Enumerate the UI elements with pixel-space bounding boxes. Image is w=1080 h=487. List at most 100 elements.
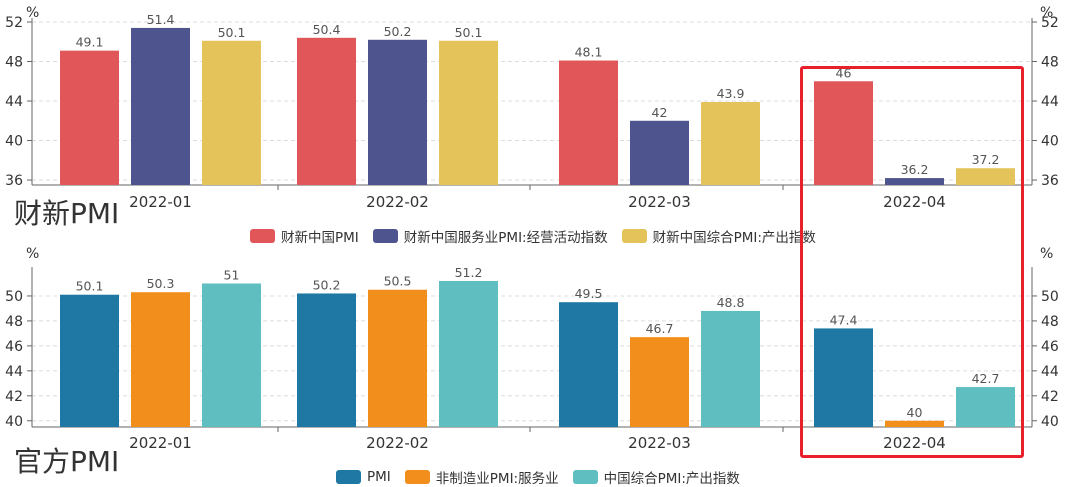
- y-unit-right: %: [1040, 5, 1053, 21]
- legend-label: 财新中国服务业PMI:经营活动指数: [403, 230, 608, 246]
- y-tick-label-left: 50: [5, 289, 23, 305]
- y-unit-left: %: [26, 5, 39, 21]
- y-tick-label-right: 44: [1041, 364, 1059, 380]
- bar-value-label: 46.7: [646, 321, 674, 336]
- legend-item[interactable]: PMI: [336, 469, 391, 485]
- y-tick-label-left: 40: [5, 134, 23, 150]
- bar: [368, 289, 427, 427]
- bar: [297, 37, 356, 185]
- legend-label: 财新中国综合PMI:产出指数: [652, 230, 816, 246]
- y-tick-label-left: 42: [5, 389, 23, 405]
- bar-value-label: 50.2: [384, 24, 412, 39]
- bar-value-label: 48.1: [575, 45, 603, 60]
- bar: [956, 387, 1015, 427]
- bar-value-label: 49.5: [575, 286, 603, 301]
- legend-item[interactable]: 财新中国PMI: [250, 226, 359, 246]
- bar-value-label: 43.9: [717, 86, 745, 101]
- legend-swatch: [572, 470, 598, 484]
- y-tick-label-left: 44: [5, 364, 23, 380]
- legend-swatch: [404, 470, 430, 484]
- bar: [630, 337, 689, 427]
- y-unit-left: %: [26, 246, 39, 262]
- y-tick-label-right: 52: [1041, 15, 1059, 31]
- bar: [559, 302, 618, 427]
- bar-value-label: 50.1: [455, 25, 483, 40]
- bar-value-label: 51.4: [147, 12, 175, 27]
- bottom-legend: PMI 非制造业PMI:服务业 中国综合PMI:产出指数: [336, 467, 754, 487]
- bar-value-label: 47.4: [830, 312, 858, 327]
- y-unit-right: %: [1040, 246, 1053, 262]
- bar: [885, 178, 944, 185]
- legend-item[interactable]: 财新中国服务业PMI:经营活动指数: [372, 226, 608, 246]
- bottom-chart-title: 官方PMI: [14, 445, 120, 478]
- bar: [368, 39, 427, 186]
- legend-item[interactable]: 中国综合PMI:产出指数: [572, 467, 740, 487]
- bar-value-label: 36.2: [901, 162, 929, 177]
- legend-item[interactable]: 非制造业PMI:服务业: [404, 467, 559, 487]
- x-category-label: 2022-03: [628, 193, 691, 211]
- bar: [60, 50, 119, 185]
- legend-swatch: [621, 229, 647, 243]
- y-tick-label-left: 48: [5, 55, 23, 71]
- bar: [701, 310, 760, 427]
- x-category-label: 2022-04: [883, 193, 946, 211]
- y-tick-label-right: 46: [1041, 339, 1059, 355]
- bar: [202, 40, 261, 185]
- bar: [814, 81, 873, 185]
- bar: [701, 102, 760, 185]
- y-tick-label-left: 52: [5, 15, 23, 31]
- x-category-label: 2022-04: [883, 434, 946, 452]
- y-tick-label-right: 42: [1041, 389, 1059, 405]
- bar: [60, 294, 119, 427]
- y-tick-label-right: 48: [1041, 55, 1059, 71]
- bar: [956, 168, 1015, 185]
- legend-label: PMI: [367, 469, 391, 485]
- y-tick-label-right: 48: [1041, 314, 1059, 330]
- bar-value-label: 48.8: [717, 295, 745, 310]
- legend-label: 非制造业PMI:服务业: [435, 471, 559, 487]
- top-legend: 财新中国PMI 财新中国服务业PMI:经营活动指数 财新中国综合PMI:产出指数: [250, 226, 830, 246]
- highlight-box: [800, 66, 1024, 458]
- y-tick-label-right: 40: [1041, 134, 1059, 150]
- y-tick-label-right: 50: [1041, 289, 1059, 305]
- bar: [814, 328, 873, 427]
- x-category-label: 2022-02: [366, 193, 429, 211]
- y-tick-label-left: 48: [5, 314, 23, 330]
- bar-value-label: 50.1: [218, 25, 246, 40]
- bar-value-label: 50.1: [76, 279, 104, 294]
- bar: [630, 120, 689, 185]
- y-tick-label-left: 44: [5, 94, 23, 110]
- bar-value-label: 40: [907, 405, 923, 420]
- y-tick-label-right: 36: [1041, 173, 1059, 189]
- y-tick-label-right: 44: [1041, 94, 1059, 110]
- bar-value-label: 42: [652, 105, 668, 120]
- bar: [131, 292, 190, 427]
- legend-swatch: [250, 229, 275, 243]
- bar: [131, 27, 190, 185]
- y-tick-label-right: 40: [1041, 414, 1059, 430]
- bar-value-label: 50.5: [384, 274, 412, 289]
- bar: [559, 60, 618, 186]
- bar: [297, 293, 356, 427]
- top-chart-title: 财新PMI: [14, 197, 120, 230]
- legend-item[interactable]: 财新中国综合PMI:产出指数: [621, 226, 816, 246]
- legend-swatch: [372, 229, 398, 243]
- bar: [885, 420, 944, 427]
- bar-value-label: 42.7: [972, 371, 1000, 386]
- bar: [439, 40, 498, 185]
- bar-value-label: 37.2: [972, 152, 1000, 167]
- y-tick-label-left: 36: [5, 173, 23, 189]
- x-category-label: 2022-01: [129, 193, 192, 211]
- bar: [202, 283, 261, 427]
- x-category-label: 2022-01: [129, 434, 192, 452]
- bar-value-label: 50.3: [147, 276, 175, 291]
- bar-value-label: 51.2: [455, 265, 483, 280]
- legend-swatch: [336, 470, 361, 484]
- bar: [439, 280, 498, 427]
- bar-value-label: 51: [224, 267, 240, 282]
- legend-label: 财新中国PMI: [281, 230, 359, 246]
- legend-label: 中国综合PMI:产出指数: [603, 471, 740, 487]
- y-tick-label-left: 40: [5, 414, 23, 430]
- x-category-label: 2022-02: [366, 434, 429, 452]
